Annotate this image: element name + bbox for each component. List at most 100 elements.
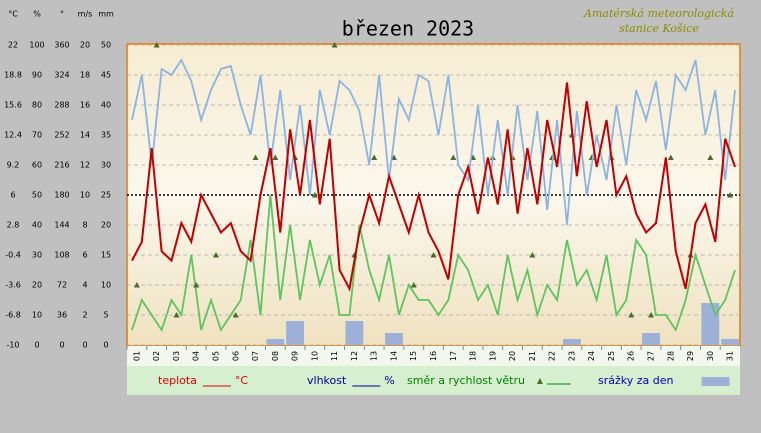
- y-tick-label: 2.8: [7, 221, 20, 230]
- legend-label: vlhkost: [307, 374, 347, 387]
- y-tick-label: 80: [32, 101, 42, 110]
- y-tick-label: 18.8: [4, 71, 22, 80]
- x-tick-label: 20: [508, 351, 517, 361]
- x-tick-label: 22: [548, 351, 557, 361]
- x-tick-label: 03: [172, 351, 181, 361]
- precip-bar: [385, 333, 403, 345]
- legend-unit: %: [384, 374, 394, 387]
- y-tick-label: 144: [54, 221, 69, 230]
- precip-bar: [345, 321, 364, 345]
- y-tick-label: 30: [32, 251, 42, 260]
- x-tick-label: 23: [567, 351, 576, 361]
- precip-bar: [286, 321, 304, 345]
- y-tick-label: 0: [59, 341, 64, 350]
- y-tick-label: 20: [80, 41, 90, 50]
- y-tick-label: 40: [101, 101, 111, 110]
- y-tick-label: 360: [54, 41, 69, 50]
- wind-direction-marker: [212, 252, 219, 258]
- axis-unit: %: [33, 10, 41, 19]
- y-tick-label: 18: [80, 71, 90, 80]
- y-tick-label: 108: [54, 251, 69, 260]
- wind-direction-marker: [272, 154, 279, 160]
- x-tick-label: 16: [429, 351, 438, 361]
- legend-unit: °C: [235, 374, 249, 387]
- x-tick-label: 30: [706, 351, 715, 361]
- y-tick-label: 40: [32, 221, 42, 230]
- x-tick-label: 05: [211, 351, 220, 361]
- wind-direction-marker: [252, 154, 259, 160]
- y-tick-label: 15.6: [4, 101, 22, 110]
- wind-direction-marker: [410, 282, 417, 288]
- wind-direction-marker: [450, 154, 457, 160]
- y-tick-label: 0: [103, 341, 108, 350]
- series-line: [131, 194, 736, 333]
- x-tick-label: 24: [587, 351, 596, 361]
- y-tick-label: 180: [54, 191, 69, 200]
- chart-title: březen 2023: [342, 17, 474, 41]
- y-tick-label: 5: [103, 311, 108, 320]
- axis-unit: °: [60, 10, 64, 19]
- legend-band: [127, 366, 740, 395]
- y-tick-label: -6.8: [5, 311, 21, 320]
- axis-unit: m/s: [78, 10, 93, 19]
- x-tick-label: 07: [251, 351, 260, 361]
- wind-direction-marker: [648, 312, 655, 318]
- y-tick-label: 36: [57, 311, 67, 320]
- wind-direction-marker: [193, 282, 200, 288]
- precip-bar: [563, 339, 581, 345]
- y-tick-label: 6: [10, 191, 15, 200]
- y-tick-label: 30: [101, 161, 111, 170]
- x-tick-label: 15: [409, 351, 418, 361]
- y-tick-label: 15: [101, 251, 111, 260]
- y-tick-label: 6: [82, 251, 87, 260]
- y-tick-label: 14: [80, 131, 90, 140]
- x-tick-label: 21: [528, 351, 537, 361]
- x-tick-label: 06: [231, 351, 240, 361]
- x-tick-label: 11: [330, 351, 339, 361]
- y-tick-label: 324: [54, 71, 69, 80]
- y-tick-label: 100: [29, 41, 44, 50]
- precip-bar: [721, 339, 740, 345]
- y-tick-label: 50: [101, 41, 111, 50]
- legend-label: směr a rychlost větru: [407, 374, 525, 387]
- x-tick-label: 12: [350, 351, 359, 361]
- wind-direction-marker: [331, 42, 338, 48]
- x-tick-label: 01: [132, 351, 141, 361]
- wind-direction-marker: [628, 312, 635, 318]
- y-tick-label: 12.4: [4, 131, 22, 140]
- y-tick-label: 70: [32, 131, 42, 140]
- x-tick-label: 25: [607, 351, 616, 361]
- x-tick-label: 28: [666, 351, 675, 361]
- y-tick-label: 72: [57, 281, 67, 290]
- precip-bar: [701, 303, 720, 345]
- y-tick-label: 9.2: [7, 161, 20, 170]
- y-tick-label: 10: [80, 191, 90, 200]
- y-tick-label: -3.6: [5, 281, 21, 290]
- y-tick-label: 50: [32, 191, 42, 200]
- precip-bar: [642, 333, 660, 345]
- wind-direction-marker: [311, 192, 318, 198]
- series-line: [131, 58, 736, 226]
- y-tick-label: 0: [34, 341, 39, 350]
- x-tick-label: 17: [449, 351, 458, 361]
- wind-direction-marker: [707, 154, 714, 160]
- x-tick-label: 29: [686, 351, 695, 361]
- y-tick-label: 45: [101, 71, 111, 80]
- x-tick-label: 13: [370, 351, 379, 361]
- x-tick-label: 09: [291, 351, 300, 361]
- x-tick-label: 04: [192, 351, 201, 361]
- x-tick-label: 18: [469, 351, 478, 361]
- y-tick-label: 90: [32, 71, 42, 80]
- axis-unit: mm: [98, 10, 114, 19]
- x-tick-label: 19: [488, 351, 497, 361]
- y-tick-label: 252: [54, 131, 69, 140]
- y-tick-label: -0.4: [5, 251, 21, 260]
- wind-direction-marker: [232, 312, 239, 318]
- y-tick-label: 10: [101, 281, 111, 290]
- x-tick-label: 02: [152, 351, 161, 361]
- y-tick-label: 2: [82, 311, 87, 320]
- wind-direction-marker: [371, 154, 378, 160]
- wind-direction-marker: [667, 154, 674, 160]
- y-tick-label: 20: [101, 221, 111, 230]
